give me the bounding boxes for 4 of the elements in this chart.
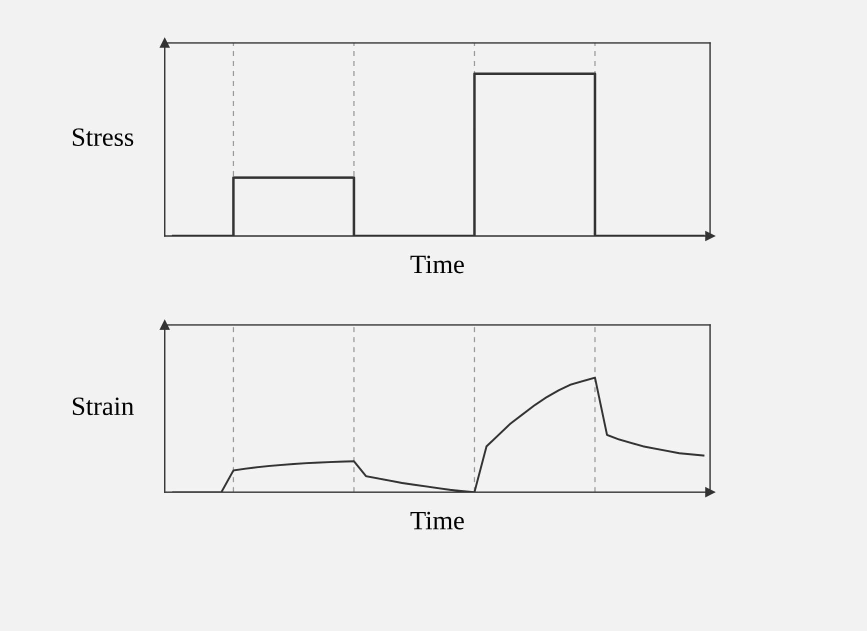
- x-axis-title: Time: [410, 512, 464, 530]
- x-axis-title: Time: [410, 256, 464, 274]
- y-axis-title: Strain: [72, 397, 134, 416]
- y-axis-title: Stress: [72, 128, 134, 146]
